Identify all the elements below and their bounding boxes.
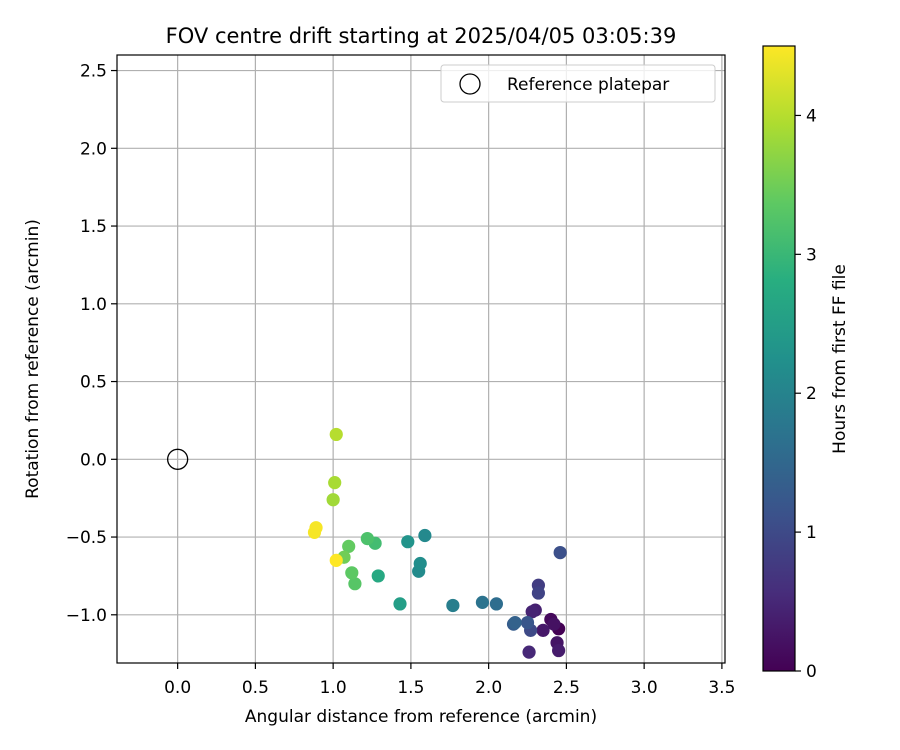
y-tick-label: 1.0 [80,295,107,315]
data-point [329,427,343,442]
reference-marker [166,448,189,470]
colorbar-tick-label: 3 [806,245,817,265]
y-axis-label: Rotation from reference (arcmin) [23,219,43,499]
x-axis-label: Angular distance from reference (arcmin) [245,707,597,727]
colorbar-label: Hours from first FF file [830,264,850,454]
colorbar-gradient [762,45,796,672]
colorbar-ticks: 0 1 2 3 4 [795,106,817,682]
plot-frame [116,54,726,664]
data-point [520,615,535,630]
data-point [326,493,340,507]
y-tick-label: 0.5 [80,373,107,393]
colorbar-tick-label: 0 [806,662,817,682]
data-point [489,597,504,611]
y-tick-label: 1.5 [80,217,107,237]
data-point [508,615,522,630]
legend-marker-reference [459,73,481,95]
colorbar-tick-label: 1 [806,523,817,543]
data-point [475,595,490,609]
data-points [166,427,567,659]
chart-title: FOV centre drift starting at 2025/04/05 … [166,24,677,48]
y-tick-label: 2.0 [80,139,107,159]
data-point [371,569,385,583]
colorbar-tick-label: 4 [806,106,817,126]
x-tick-label: 1.0 [320,678,347,698]
data-point [360,532,374,546]
data-point [401,535,415,549]
y-tick-label: 2.5 [80,62,107,82]
data-point [345,566,359,580]
data-point [547,617,561,631]
data-point [553,545,567,560]
data-point [552,643,566,658]
x-tick-label: 2.5 [553,678,580,698]
x-tick-label: 3.0 [631,678,658,698]
data-point [418,528,432,543]
x-axis-ticks: 0.0 0.5 1.0 1.5 2.0 2.5 3.0 3.5 [164,663,735,698]
y-axis-ticks: −1.0 −0.5 0.0 0.5 1.0 1.5 2.0 2.5 [66,62,117,626]
data-point [329,553,343,567]
legend-label-reference: Reference platepar [507,75,669,95]
y-tick-label: −1.0 [66,606,107,626]
data-point [342,539,356,553]
x-tick-label: 0.0 [164,678,191,698]
data-point [413,556,427,571]
x-tick-label: 3.5 [708,678,735,698]
data-point [393,597,407,611]
data-point [531,586,546,600]
x-tick-label: 1.5 [397,678,424,698]
data-point [446,598,460,613]
y-tick-label: 0.0 [80,450,107,470]
data-point [536,623,550,637]
legend: Reference platepar [440,64,716,103]
data-point [522,645,536,659]
colorbar: 0 1 2 3 4 Hours from first FF file [762,45,850,682]
data-point [525,605,539,619]
x-tick-label: 2.0 [475,678,502,698]
data-point [309,521,323,535]
data-point [348,577,362,591]
y-tick-label: −0.5 [66,528,107,548]
legend-box [440,64,716,103]
x-tick-label: 0.5 [242,678,269,698]
data-point [328,476,342,490]
grid [117,55,725,663]
colorbar-tick-label: 2 [806,384,817,404]
